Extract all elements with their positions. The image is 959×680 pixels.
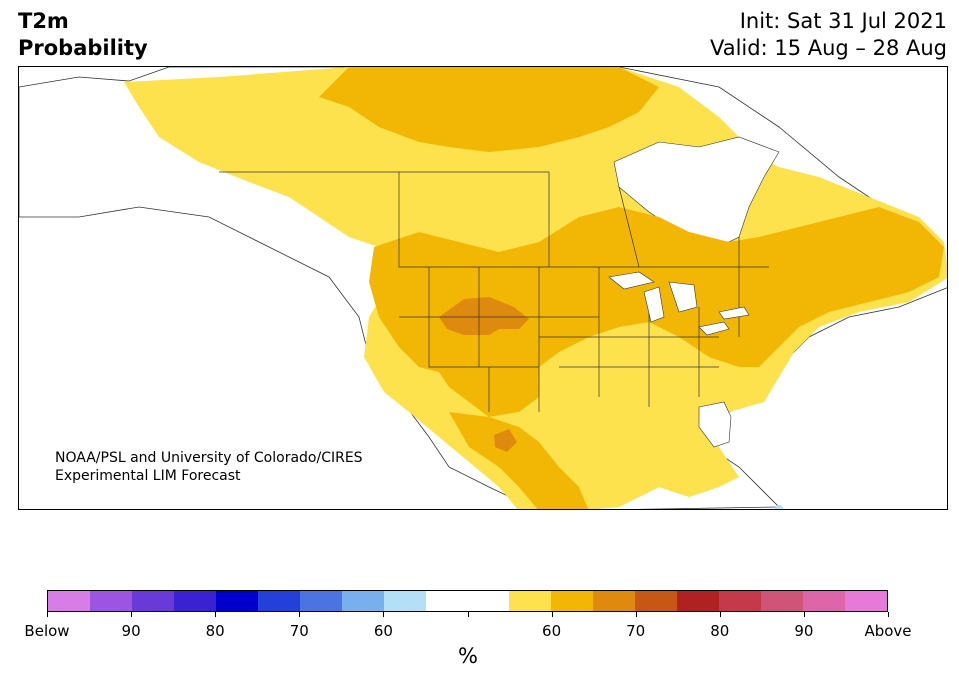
colorbar-tick — [888, 612, 889, 617]
colorbar-label: 60 — [542, 622, 562, 640]
colorbar-cell — [635, 591, 678, 611]
contour-above-70-mexico — [494, 429, 517, 452]
colorbar-tick — [383, 612, 385, 617]
colorbar-cell — [173, 591, 216, 611]
map-title: T2m Probability — [18, 8, 148, 62]
colorbar-cell — [383, 591, 426, 611]
colorbar-tick — [299, 612, 301, 617]
colorbar-cell — [257, 591, 300, 611]
credit-line-1: NOAA/PSL and University of Colorado/CIRE… — [55, 450, 363, 466]
title-type: Probability — [18, 36, 148, 60]
contour-above-70-colorado — [439, 297, 529, 335]
colorbar-label: 70 — [289, 622, 309, 640]
colorbar-tick — [215, 612, 217, 617]
colorbar-label: Below — [24, 622, 70, 640]
colorbar-label: 80 — [710, 622, 730, 640]
colorbar-tick — [47, 612, 48, 617]
colorbar-tick — [719, 612, 721, 617]
colorbar-cell — [803, 591, 846, 611]
colorbar-label: Above — [864, 622, 912, 640]
colorbar-cell — [719, 591, 762, 611]
north-america-map — [19, 67, 947, 509]
colorbar-cell — [89, 591, 132, 611]
colorbar-tick — [635, 612, 637, 617]
forecast-dates: Init: Sat 31 Jul 2021 Valid: 15 Aug – 28… — [710, 8, 947, 62]
contour-above-60-mexico — [449, 412, 589, 509]
colorbar-unit: % — [458, 644, 478, 668]
colorbar-cell — [845, 591, 888, 611]
colorbar-label: 90 — [794, 622, 814, 640]
credit-line-2: Experimental LIM Forecast — [55, 468, 241, 484]
colorbar-cell — [467, 591, 510, 611]
colorbar-cell — [341, 591, 384, 611]
colorbar-cell — [425, 591, 468, 611]
colorbar-cell — [299, 591, 342, 611]
contour-below-60-spot — [775, 505, 783, 509]
southeast-white — [698, 401, 732, 448]
political-boundaries — [219, 171, 769, 412]
colorbar-cell — [131, 591, 174, 611]
colorbar-label: 70 — [626, 622, 646, 640]
colorbar — [47, 590, 888, 612]
colorbar-label: 80 — [205, 622, 225, 640]
hudson-bay — [613, 136, 780, 248]
colorbar-label: 90 — [121, 622, 141, 640]
colorbar-cell — [48, 591, 90, 611]
colorbar-tick — [551, 612, 553, 617]
colorbar-cell — [215, 591, 258, 611]
data-credit: NOAA/PSL and University of Colorado/CIRE… — [55, 449, 363, 485]
contour-above-60-north — [319, 67, 659, 152]
great-lakes — [608, 271, 750, 336]
probability-map — [18, 66, 948, 510]
colorbar-tick — [131, 612, 133, 617]
colorbar-cell — [761, 591, 804, 611]
init-date: Init: Sat 31 Jul 2021 — [739, 9, 947, 33]
colorbar-labels: Below 90 80 70 60 60 70 80 90 Above — [0, 622, 959, 642]
title-variable: T2m — [18, 9, 69, 33]
colorbar-tick — [803, 612, 805, 617]
colorbar-cell — [593, 591, 636, 611]
valid-range: Valid: 15 Aug – 28 Aug — [709, 36, 947, 60]
colorbar-cell — [551, 591, 594, 611]
colorbar-cell — [677, 591, 720, 611]
colorbar-tick — [467, 612, 469, 617]
colorbar-label: 60 — [373, 622, 393, 640]
colorbar-cell — [509, 591, 552, 611]
